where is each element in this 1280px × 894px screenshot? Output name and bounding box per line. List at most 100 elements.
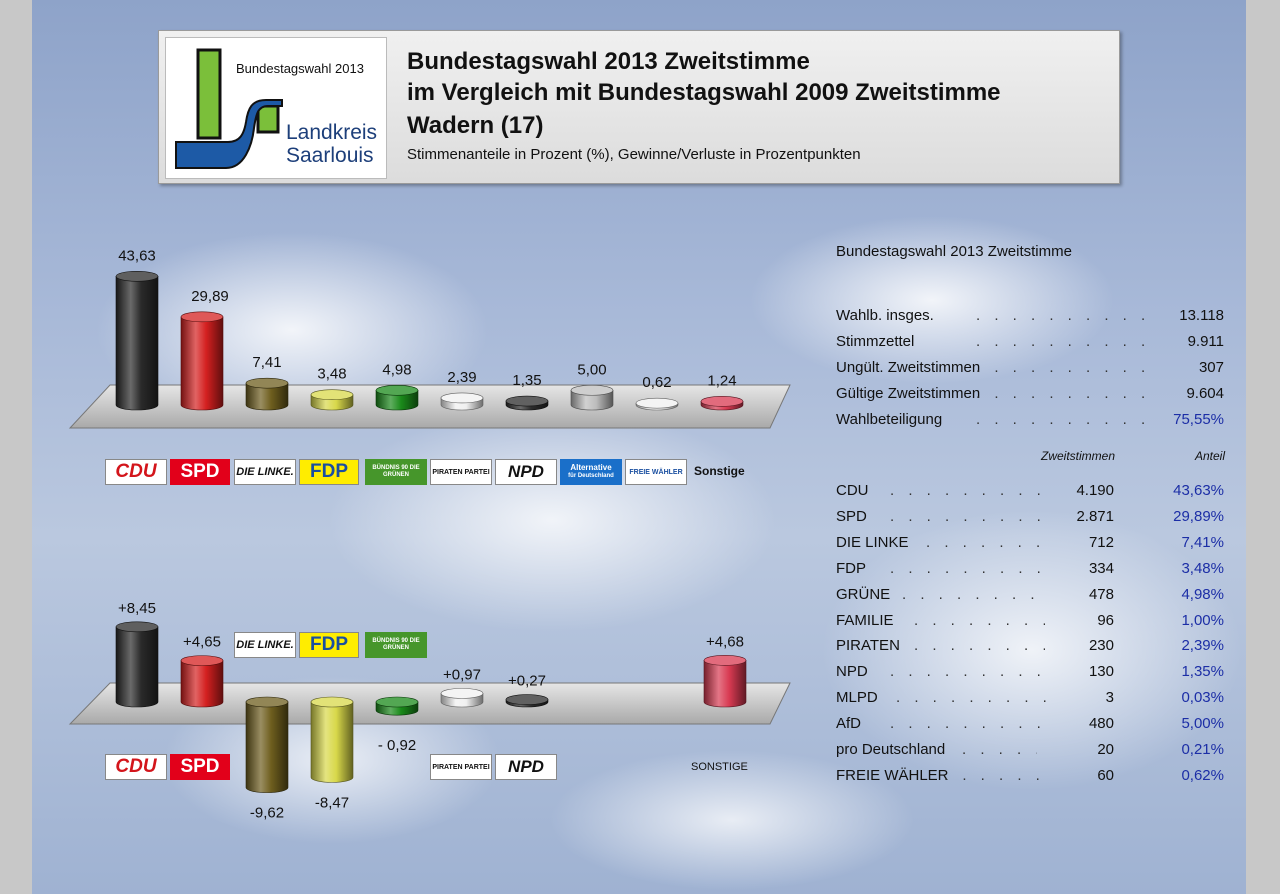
summary-label: Wahlb. insges. bbox=[836, 307, 934, 324]
value-label-top-2: 7,41 bbox=[252, 354, 281, 371]
logo-gruene-top: BÜNDNIS 90 DIE GRÜNEN bbox=[365, 459, 427, 485]
party-name: DIE LINKE bbox=[836, 533, 909, 551]
party-votes: 2.871 bbox=[1076, 507, 1114, 525]
bar-top-2-body bbox=[245, 382, 289, 411]
value-label-bottom-2: -9,62 bbox=[250, 805, 284, 822]
value-label-top-0: 43,63 bbox=[118, 247, 156, 264]
party-votes: 478 bbox=[1088, 585, 1114, 603]
bar-bottom-7-body bbox=[703, 660, 747, 708]
summary-value: 307 bbox=[1198, 359, 1224, 376]
party-share: 0,21% bbox=[1181, 741, 1224, 758]
logo-cdu-top: CDU bbox=[105, 459, 167, 485]
party-share: 3,48% bbox=[1181, 559, 1224, 577]
summary-dots: . . . . . . . . . . . . bbox=[976, 307, 1144, 324]
bar-top-5-top bbox=[440, 392, 484, 404]
bar-bottom-2-top bbox=[245, 696, 289, 708]
bottom-chart-bars: +8,45 +4,65 -9,62 -8,47 - 0,92 +0,97 +0,27 +4,6… bbox=[115, 600, 747, 822]
party-share: 7,41% bbox=[1181, 533, 1224, 551]
party-share: 2,39% bbox=[1181, 637, 1224, 655]
logo-spd-top: SPD bbox=[170, 459, 230, 485]
bar-top-2-top bbox=[245, 377, 289, 389]
party-share: 5,00% bbox=[1181, 715, 1224, 733]
value-label-bottom-6: +0,27 bbox=[508, 673, 546, 690]
party-share: 43,63% bbox=[1173, 482, 1224, 499]
value-label-bottom-7: +4,68 bbox=[706, 633, 744, 650]
page-title-line3: Wadern (17) bbox=[407, 112, 544, 139]
bar-top-8-top bbox=[635, 397, 679, 409]
summary-value: 75,55% bbox=[1173, 411, 1224, 428]
party-dots: . . . . . . . . . . . . bbox=[890, 482, 1049, 499]
logo-gruene-bottom: BÜNDNIS 90 DIE GRÜNEN bbox=[365, 632, 427, 658]
bar-top-0-top bbox=[115, 270, 159, 282]
top-chart-bars: 43,63 29,89 7,41 3,48 4,98 2,39 1,35 5,00 0,62 1,… bbox=[115, 247, 744, 411]
party-dots: . . . . . . . . . . . . bbox=[914, 611, 1045, 629]
bar-bottom-1-top bbox=[180, 655, 224, 666]
bar-top-7-body bbox=[570, 389, 614, 411]
party-dots: . . . . . . . . . . . . bbox=[890, 663, 1049, 681]
bar-top-7-top bbox=[570, 384, 614, 396]
party-name: PIRATEN bbox=[836, 637, 900, 655]
summary-label: Wahlbeteiligung bbox=[836, 411, 943, 428]
party-name: pro Deutschland bbox=[836, 741, 946, 758]
summary-label: Stimmzettel bbox=[836, 333, 915, 350]
logo-graphic: Bundestagswahl 2013 Landkreis Saarlouis bbox=[175, 48, 377, 169]
party-votes: 20 bbox=[1097, 741, 1114, 758]
bar-bottom-4-top bbox=[375, 696, 419, 708]
value-label-bottom-3: -8,47 bbox=[315, 794, 349, 811]
page-title-line1: Bundestagswahl 2013 Zweitstimme bbox=[407, 48, 810, 75]
bar-bottom-3-top bbox=[310, 696, 354, 708]
bar-top-1-top bbox=[180, 311, 224, 323]
party-dots: . . . . . . . . . . . . bbox=[914, 637, 1045, 655]
party-votes: 96 bbox=[1097, 611, 1114, 629]
summary-value: 9.911 bbox=[1187, 333, 1224, 350]
party-name: FAMILIE bbox=[836, 611, 894, 629]
party-votes: 4.190 bbox=[1076, 482, 1114, 499]
party-name: FREIE WÄHLER bbox=[836, 766, 949, 784]
party-votes: 130 bbox=[1088, 663, 1114, 681]
party-name: CDU bbox=[836, 482, 869, 499]
landkreis-logo: Bundestagswahl 2013 Landkreis Saarlouis bbox=[165, 37, 387, 179]
value-label-top-1: 29,89 bbox=[191, 288, 229, 305]
bar-top-6-top bbox=[505, 395, 549, 407]
logo-freie-waehler-top: FREIE WÄHLER bbox=[625, 459, 687, 485]
party-dots: . . . . . . . . . . . . bbox=[944, 766, 1040, 784]
page-subtitle: Stimmenanteile in Prozent (%), Gewinne/V… bbox=[407, 146, 861, 163]
bar-bottom-7-top bbox=[703, 655, 747, 666]
summary-label: Ungült. Zweitstimmen bbox=[836, 359, 981, 376]
value-label-top-4: 4,98 bbox=[382, 361, 411, 378]
bar-bottom-6-top bbox=[505, 694, 549, 705]
logo-green-bar bbox=[196, 48, 222, 140]
value-label-bottom-0: +8,45 bbox=[118, 600, 156, 617]
logo-linke-top: DIE LINKE. bbox=[234, 459, 296, 485]
summary-label: Gültige Zweitstimmen bbox=[836, 385, 981, 402]
party-name: MLPD bbox=[836, 689, 878, 707]
column-header-votes: Zweitstimmen bbox=[1040, 449, 1115, 463]
bar-top-0-body bbox=[115, 275, 159, 411]
logo-fdp-bottom: FDP bbox=[299, 632, 359, 658]
party-dots: . . . . . . . . . . . . bbox=[890, 559, 1049, 577]
bar-top-1-body bbox=[180, 316, 224, 411]
page-title-line2: im Vergleich mit Bundestagswahl 2009 Zwe… bbox=[407, 79, 1001, 106]
logo-text-top: Bundestagswahl 2013 bbox=[236, 61, 364, 76]
party-dots: . . . . . . . . . . . . bbox=[890, 715, 1049, 733]
logo-afd-top: Alternative für Deutschland bbox=[560, 459, 622, 485]
logo-spd-bottom: SPD bbox=[170, 754, 230, 780]
bar-bottom-5-top bbox=[440, 688, 484, 699]
value-label-top-3: 3,48 bbox=[317, 366, 346, 383]
logo-cdu-bottom: CDU bbox=[105, 754, 167, 780]
party-dots: . . . . . . . . . . . . bbox=[890, 507, 1049, 525]
party-name: GRÜNE bbox=[836, 585, 891, 603]
logo-text-saarlouis: Saarlouis bbox=[286, 144, 374, 167]
label-sonstige-top: Sonstige bbox=[694, 464, 745, 478]
party-share: 4,98% bbox=[1181, 585, 1224, 603]
bar-top-9-top bbox=[700, 396, 744, 407]
party-dots: . . . . . . . . . . . . bbox=[926, 533, 1043, 551]
table-title: Bundestagswahl 2013 Zweitstimme bbox=[836, 243, 1072, 260]
party-share: 1,00% bbox=[1181, 611, 1224, 629]
bar-bottom-2-body bbox=[245, 701, 289, 793]
value-label-bottom-5: +0,97 bbox=[443, 666, 481, 683]
party-dots: . . . . . . . . . . . . bbox=[962, 741, 1037, 758]
summary-dots: . . . . . . . . . . . . bbox=[976, 385, 1144, 402]
header-panel: Bundestagswahl 2013 Landkreis Saarlouis … bbox=[158, 30, 1120, 184]
party-name: SPD bbox=[836, 507, 867, 525]
